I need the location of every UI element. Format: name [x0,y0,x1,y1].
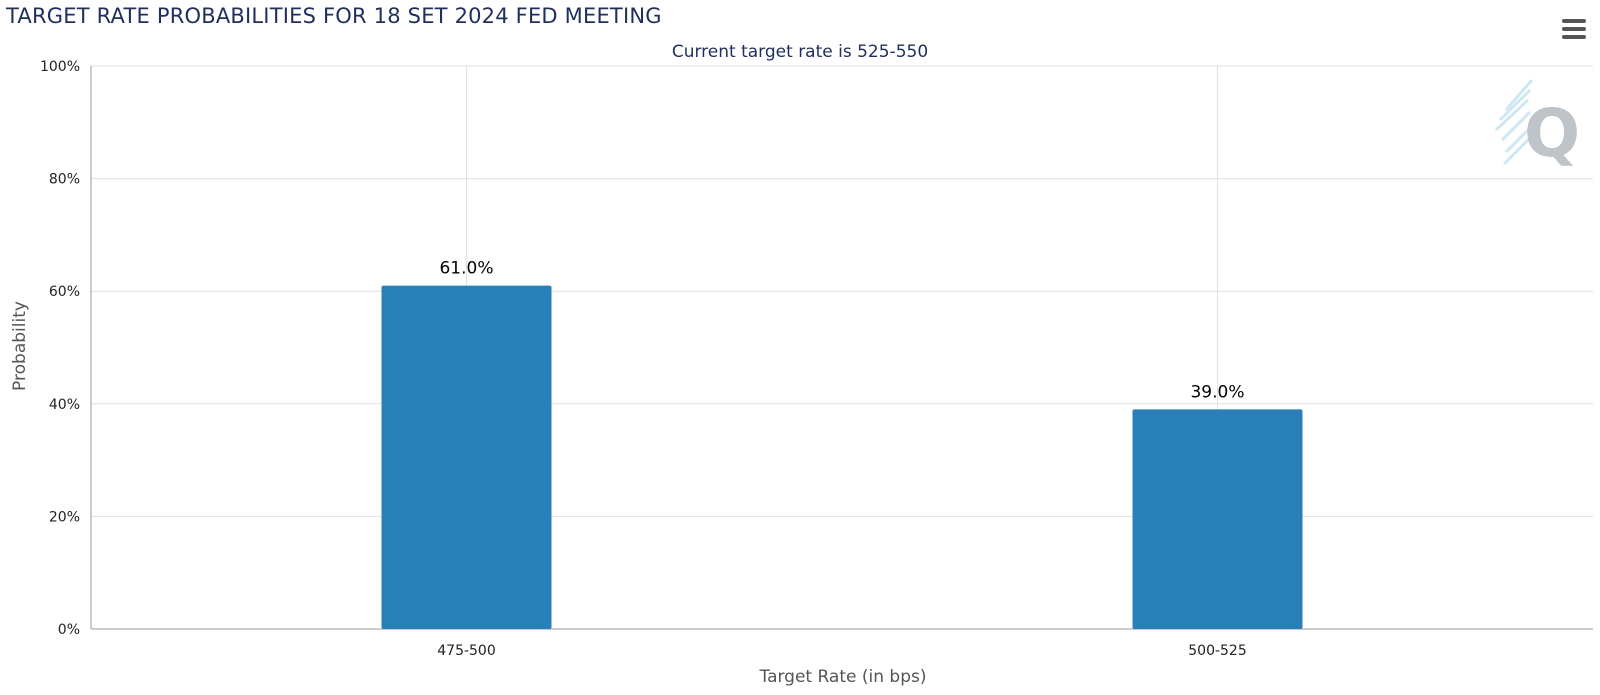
y-tick-label: 100% [40,59,80,75]
y-axis-title: Probability [10,301,30,391]
hamburger-menu-icon[interactable] [1560,16,1588,42]
y-tick-label: 20% [49,509,80,525]
bar-475-500[interactable] [381,285,552,629]
x-tick-label: 500-525 [1188,643,1247,659]
y-tick-label: 60% [49,284,80,300]
x-axis-title: Target Rate (in bps) [759,667,927,687]
x-tick-label: 475-500 [437,643,496,659]
data-label: 61.0% [439,259,493,279]
chart-subtitle: Current target rate is 525-550 [672,42,928,62]
svg-text:Q: Q [1524,95,1580,172]
y-tick-label: 0% [58,622,80,638]
chart-title: TARGET RATE PROBABILITIES FOR 18 SET 202… [6,4,662,28]
bar-500-525[interactable] [1132,409,1303,629]
data-label: 39.0% [1190,382,1244,402]
y-tick-label: 80% [49,172,80,188]
q-logo-watermark: Q [1494,79,1580,172]
y-tick-label: 40% [49,397,80,413]
